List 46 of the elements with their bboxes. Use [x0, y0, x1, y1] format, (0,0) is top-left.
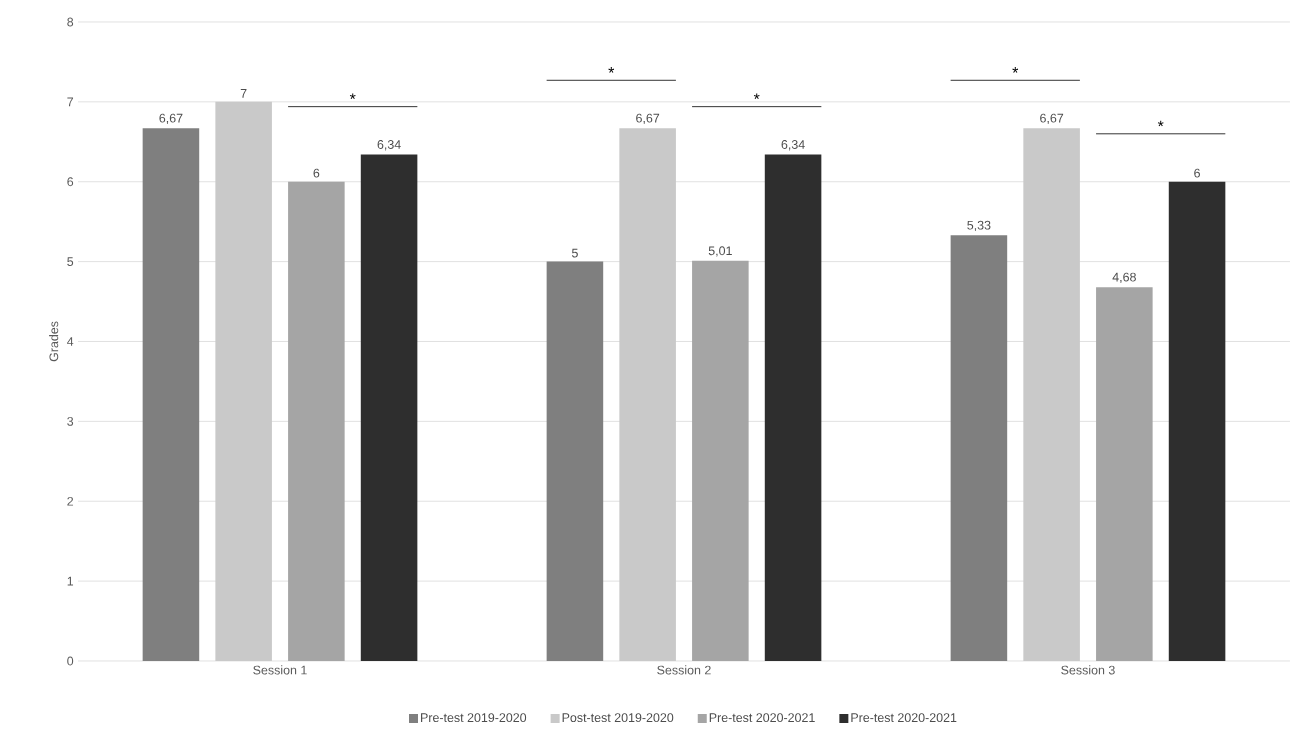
data-label: 6	[313, 168, 320, 178]
x-tick-label: Session 3	[1061, 665, 1115, 675]
bar	[360, 154, 418, 661]
bar	[215, 101, 272, 661]
legend-label: Pre-test 2019-2020	[421, 713, 527, 723]
data-label: 5	[571, 248, 578, 258]
data-label: 6	[1194, 168, 1200, 178]
annotation: *	[608, 67, 615, 73]
y-tick-label: 8	[67, 17, 74, 27]
legend-label: Pre-test 2020-2021	[709, 713, 815, 723]
bar	[764, 154, 822, 661]
bar	[1168, 181, 1226, 661]
y-tick-label: 4	[67, 337, 74, 346]
y-tick-label: 2	[67, 496, 74, 506]
y-tick-label: 6	[67, 177, 74, 187]
data-label: 6,34	[781, 140, 805, 151]
y-tick-label: 5	[67, 257, 74, 266]
bar	[619, 128, 676, 661]
bar	[546, 261, 604, 661]
bar	[692, 260, 749, 661]
bar	[1023, 128, 1080, 661]
annotation: *	[753, 93, 760, 100]
data-label: 5,33	[967, 220, 991, 232]
data-label: 4,68	[1112, 272, 1136, 283]
annotation: *	[1012, 67, 1019, 73]
data-label: 5,01	[708, 246, 732, 257]
bar	[950, 235, 1008, 661]
data-label: 7	[240, 89, 247, 98]
legend-label: Pre-test 2020-2021	[851, 713, 957, 723]
data-label: 6,67	[159, 113, 183, 125]
y-axis-title: Grades	[49, 321, 59, 362]
y-tick-label: 3	[67, 416, 74, 426]
legend-label: Post-test 2019-2020	[562, 713, 674, 723]
annotation: *	[349, 93, 356, 100]
bar	[288, 181, 345, 661]
y-tick-label: 1	[67, 576, 74, 586]
y-tick-label: 0	[67, 656, 74, 666]
data-label: 6,67	[636, 113, 660, 125]
annotation: *	[1157, 120, 1164, 127]
y-tick-label: 7	[67, 97, 74, 107]
data-label: 6,34	[377, 140, 401, 151]
x-tick-label: Session 1	[253, 665, 307, 675]
bar	[1096, 287, 1153, 661]
x-tick-label: Session 2	[657, 665, 711, 675]
bar	[142, 128, 200, 661]
data-label: 6,67	[1040, 113, 1064, 125]
